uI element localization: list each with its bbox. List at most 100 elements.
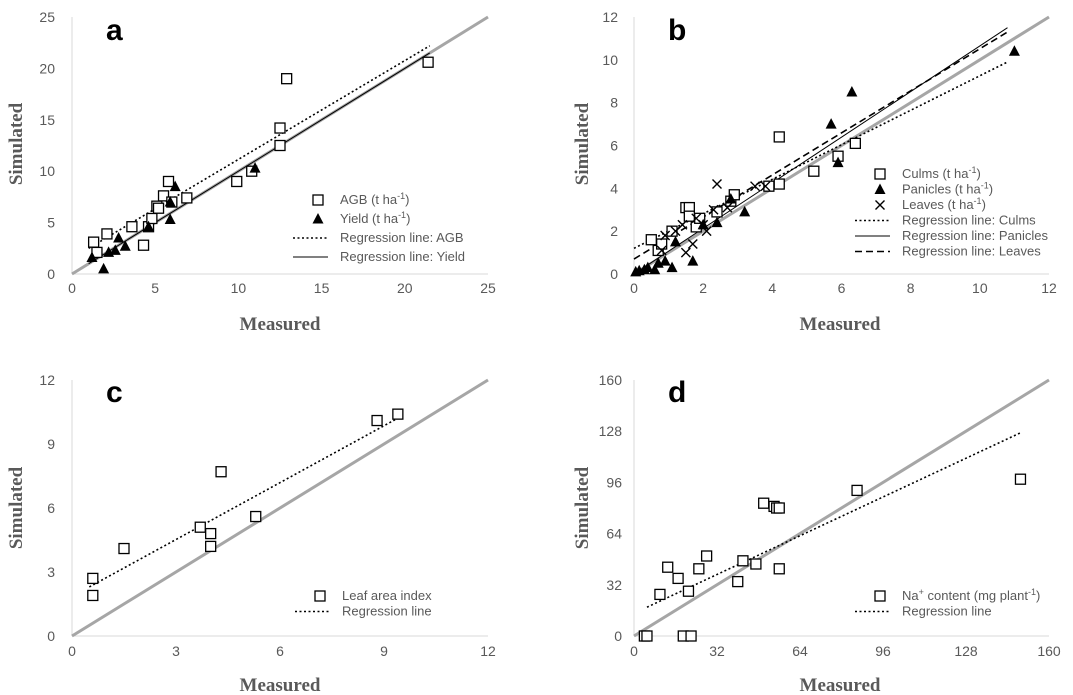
data-point-triangle — [642, 261, 654, 273]
data-point-square — [666, 225, 678, 237]
data-point-triangle — [711, 216, 723, 228]
y-tick-label: 5 — [47, 215, 55, 231]
data-point-square — [737, 555, 749, 567]
data-point-square — [654, 588, 666, 601]
x-tick-label: 6 — [276, 643, 284, 659]
data-point-square — [274, 122, 286, 134]
legend-label-part: ) — [406, 211, 410, 226]
legend-label: Regression line: AGB — [340, 230, 464, 245]
legend-label: Culms (t ha-1) — [902, 165, 981, 181]
legend-swatch-triangle — [874, 183, 886, 194]
data-point-cross — [701, 226, 712, 237]
chart-panel-b: 0 2 4 6 8 10 12 0 2 4 6 8 10 12 Measured Simulated b Culm… — [572, 9, 1057, 335]
legend-label-part: ) — [982, 197, 986, 212]
regression-line — [88, 415, 402, 588]
data-point-cross — [698, 219, 709, 230]
legend-label-part: Regression line — [902, 604, 992, 619]
data-point-square — [732, 575, 744, 588]
panel-label: c — [106, 376, 123, 409]
x-tick-label: 128 — [954, 643, 978, 659]
data-point-square — [146, 212, 158, 225]
data-point-triangle — [687, 255, 699, 266]
data-point-square — [101, 228, 113, 240]
data-point-triangle — [113, 232, 125, 243]
data-point-square — [662, 561, 674, 573]
x-tick-label: 10 — [972, 280, 988, 296]
y-tick-label: 0 — [47, 266, 55, 282]
x-tick-label: 5 — [151, 280, 159, 296]
x-tick-label: 160 — [1037, 643, 1061, 659]
x-tick-label: 2 — [699, 280, 707, 296]
data-point-triangle — [659, 255, 671, 266]
data-point-square — [683, 210, 695, 222]
y-tick-label: 6 — [610, 138, 618, 154]
y-tick-label: 32 — [606, 577, 622, 593]
data-point-triangle — [825, 118, 837, 129]
data-point-triangle — [1008, 45, 1020, 56]
legend-label-part: ) — [976, 166, 980, 181]
legend-label: Leaf area index — [342, 588, 432, 603]
x-tick-label: 0 — [68, 643, 76, 659]
y-tick-label: 96 — [606, 474, 622, 490]
y-tick-label: 15 — [39, 112, 55, 128]
data-point-square — [152, 202, 165, 214]
data-point-square — [422, 56, 434, 68]
y-tick-label: 0 — [614, 628, 622, 644]
y-tick-label: 10 — [602, 52, 618, 68]
regression-line — [633, 61, 1008, 250]
data-point-square — [700, 550, 713, 562]
x-tick-label: 0 — [630, 643, 638, 659]
data-point-cross — [677, 219, 688, 230]
legend-label-part: Leaf area index — [342, 588, 432, 603]
data-point-square — [808, 165, 820, 177]
y-tick-label: 160 — [599, 372, 623, 388]
legend-label-part: ) — [989, 182, 993, 197]
data-point-square — [641, 630, 653, 642]
one-to-one-line — [633, 378, 1050, 638]
data-point-square — [682, 585, 695, 597]
legend-swatch-triangle — [312, 213, 324, 224]
legend-label-superscript: + — [919, 587, 924, 597]
data-point-triangle — [143, 220, 155, 232]
legend-swatch-cross — [875, 200, 885, 210]
y-tick-label: 4 — [610, 180, 618, 196]
data-point-square — [194, 521, 206, 533]
x-tick-label: 8 — [907, 280, 915, 296]
data-point-square — [87, 572, 99, 585]
y-tick-label: 20 — [39, 60, 55, 76]
y-tick-label: 6 — [47, 500, 55, 516]
y-tick-label: 12 — [602, 9, 618, 25]
data-point-square — [181, 192, 193, 204]
data-point-triangle — [725, 193, 737, 204]
legend-label-superscript: -1 — [968, 165, 976, 175]
y-tick-label: 25 — [39, 9, 55, 25]
y-axis-title: Simulated — [572, 102, 593, 185]
data-point-cross — [760, 181, 771, 192]
y-tick-label: 128 — [599, 423, 623, 439]
legend-label-superscript: -1 — [397, 191, 405, 201]
regression-line — [646, 432, 1021, 608]
data-point-triangle — [666, 261, 678, 273]
data-point-triangle — [164, 213, 176, 225]
x-tick-label: 32 — [709, 643, 725, 659]
legend-swatch-square — [874, 590, 886, 602]
data-point-square — [205, 540, 217, 553]
y-tick-label: 3 — [47, 564, 55, 580]
x-axis-title: Measured — [240, 675, 321, 695]
legend-label-superscript: -1 — [974, 196, 982, 206]
y-tick-label: 12 — [39, 372, 55, 388]
data-point-triangle — [670, 235, 681, 247]
legend-label-part: ) — [405, 192, 409, 207]
data-point-triangle — [169, 180, 181, 192]
legend-label-part: Yield (t ha — [340, 211, 399, 226]
legend-label-part: Panicles (t ha — [902, 182, 982, 197]
legend-label-part: Regression line — [342, 604, 432, 619]
data-point-square — [693, 563, 705, 575]
data-point-cross — [750, 181, 761, 192]
x-tick-label: 0 — [630, 280, 638, 296]
y-tick-label: 0 — [47, 628, 55, 644]
data-point-square — [773, 502, 785, 514]
data-point-triangle — [109, 244, 121, 255]
